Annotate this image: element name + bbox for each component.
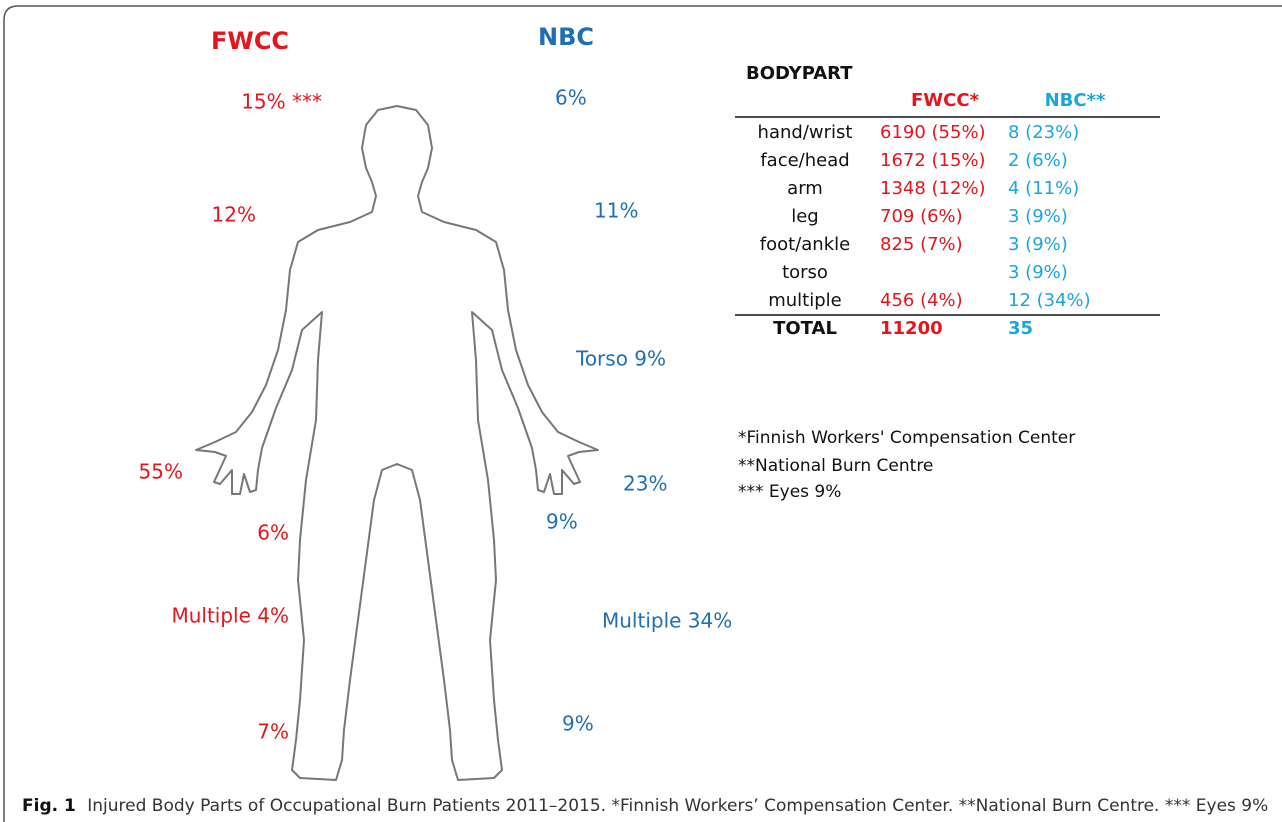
fwcc-label: 7% xyxy=(257,720,289,744)
row-label: multiple xyxy=(768,290,842,311)
row-label: torso xyxy=(782,262,828,283)
table: BODYPART FWCC* NBC** TOTAL 11200 35 hand… xyxy=(735,63,1160,339)
nbc-label: 11% xyxy=(594,199,638,223)
nbc-label: Torso 9% xyxy=(575,347,666,371)
row-label: arm xyxy=(787,178,823,199)
fwcc-cell: 709 (6%) xyxy=(880,206,963,227)
nbc-cell: 4 (11%) xyxy=(1008,178,1079,199)
total-label: TOTAL xyxy=(773,318,837,339)
row-label: foot/ankle xyxy=(760,234,850,255)
caption: Fig. 1 Injured Body Parts of Occupationa… xyxy=(22,796,1268,816)
fwcc-label: 12% xyxy=(212,203,256,227)
nbc-cell: 3 (9%) xyxy=(1008,234,1068,255)
note: *Finnish Workers' Compensation Center xyxy=(738,428,1075,448)
nbc-label: 23% xyxy=(623,472,667,496)
nbc-cell: 3 (9%) xyxy=(1008,262,1068,283)
row-label: hand/wrist xyxy=(758,122,853,143)
nbc-cell: 12 (34%) xyxy=(1008,290,1091,311)
fwcc-cell: 1348 (12%) xyxy=(880,178,986,199)
nbc-cell: 3 (9%) xyxy=(1008,206,1068,227)
nbc-label: 6% xyxy=(555,86,587,110)
nbc-header: NBC xyxy=(538,23,594,51)
column-header: NBC** xyxy=(1045,90,1106,111)
nbc-label: 9% xyxy=(546,510,578,534)
fwcc-label: 15% *** xyxy=(241,90,322,114)
nbc-cell: 8 (23%) xyxy=(1008,122,1079,143)
fwcc-label: Multiple 4% xyxy=(171,604,289,628)
fwcc-cell: 6190 (55%) xyxy=(880,122,986,143)
fwcc-label: 6% xyxy=(257,521,289,545)
row-label: leg xyxy=(791,206,819,227)
nbc-label: 9% xyxy=(562,712,594,736)
total-value: 11200 xyxy=(880,318,943,339)
caption-text: Injured Body Parts of Occupational Burn … xyxy=(87,796,1268,816)
total-value: 35 xyxy=(1008,318,1033,339)
fwcc-header: FWCC xyxy=(211,27,289,55)
fwcc-label: 55% xyxy=(139,460,183,484)
fwcc-cell: 456 (4%) xyxy=(880,290,963,311)
column-header: FWCC* xyxy=(911,90,980,111)
nbc-cell: 2 (6%) xyxy=(1008,150,1068,171)
fwcc-cell: 1672 (15%) xyxy=(880,150,986,171)
note: **National Burn Centre xyxy=(738,456,933,476)
caption-label: Fig. 1 xyxy=(22,796,76,816)
figure: FWCC NBC 15% *** 12% 55% 6% Multiple 4% … xyxy=(0,0,1282,822)
table-title: BODYPART xyxy=(746,63,853,84)
note: *** Eyes 9% xyxy=(738,482,841,502)
fwcc-cell: 825 (7%) xyxy=(880,234,963,255)
row-label: face/head xyxy=(760,150,849,171)
body-outline xyxy=(196,106,598,780)
nbc-label: Multiple 34% xyxy=(602,609,732,633)
frame xyxy=(4,6,1282,822)
